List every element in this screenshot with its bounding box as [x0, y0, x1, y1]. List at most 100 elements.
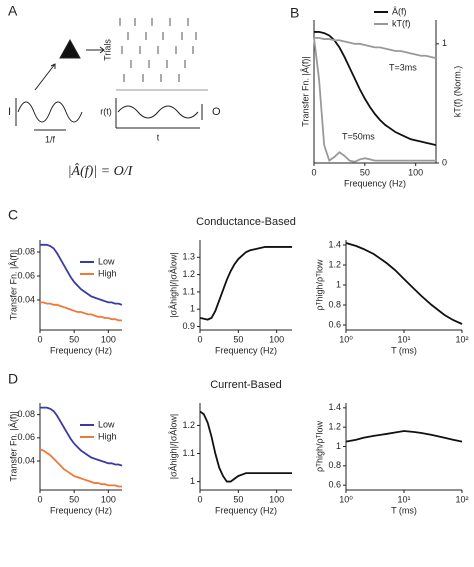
formula: |Â(f)| = O/I [68, 162, 134, 179]
output-wave [117, 105, 199, 119]
x-tick-label: 100 [269, 334, 284, 344]
x-tick-label: 100 [269, 494, 284, 504]
y-tick-label: 1.2 [182, 420, 195, 430]
x-axis-label: Frequency (Hz) [215, 505, 277, 515]
x-axis-label: T (ms) [391, 505, 417, 515]
chart-title: Conductance-Based [196, 216, 296, 228]
label: 1/f [45, 134, 56, 144]
series-line [345, 242, 463, 325]
x-tick-label: 0 [37, 334, 42, 344]
x-tick-label: 10¹ [397, 494, 410, 504]
x-axis-label: Frequency (Hz) [50, 345, 112, 355]
x-tick-label: 100 [101, 334, 116, 344]
y-tick-label: 0.8 [328, 460, 341, 470]
y-tick-label: 1.1 [182, 448, 195, 458]
panel-label: C [8, 207, 18, 223]
series-line [40, 243, 123, 306]
x-tick-label: 50 [69, 334, 79, 344]
panel-label: A [8, 3, 18, 19]
y-tick-label: 1 [336, 441, 341, 451]
y-tick-label: 1 [190, 476, 195, 486]
x-tick-label: 0 [197, 494, 202, 504]
chart-title: Current-Based [210, 379, 282, 391]
y-tick-label: 1.2 [328, 259, 341, 269]
y-axis-label: ρᵀhigh/ρᵀlow [314, 420, 324, 472]
y-axis-label: Transfer Fn. |Â(f)| [300, 56, 310, 126]
series-line [40, 406, 123, 467]
legend-label: Â(f) [392, 6, 407, 16]
x-tick-label: 10⁰ [339, 494, 353, 504]
panel-label: D [8, 371, 18, 387]
x-tick-label: 10⁰ [339, 334, 353, 344]
series-line [40, 301, 122, 322]
neuron [59, 38, 81, 59]
series-line [345, 430, 463, 443]
y-axis-label: Transfer Fn. |Â(f)| [8, 250, 18, 320]
annotation: T=3ms [389, 62, 417, 72]
y-tick-label: 1.3 [182, 252, 195, 262]
series-line [314, 31, 437, 147]
annotation: T=50ms [342, 131, 375, 141]
y-axis-label: Transfer Fn. |Â(f)| [8, 411, 18, 481]
x-tick-label: 0 [197, 334, 202, 344]
y-tick-label: 0.8 [328, 299, 341, 309]
x-tick-label: 0 [311, 167, 316, 177]
series-line [199, 410, 292, 483]
y-tick-label: 1 [336, 279, 341, 289]
arrow-head [50, 63, 56, 69]
x-tick-label: 10² [455, 494, 468, 504]
legend-label: High [98, 268, 117, 278]
raster [119, 18, 197, 82]
legend-label: Low [98, 419, 115, 429]
series-line [199, 246, 292, 321]
x-tick-label: 50 [360, 167, 370, 177]
y-tick-label: 0.04 [17, 294, 35, 304]
x-axis-label: T (ms) [391, 345, 417, 355]
x-axis-label: Frequency (Hz) [344, 178, 406, 188]
x-axis-label: Frequency (Hz) [215, 345, 277, 355]
label: O [212, 106, 221, 118]
y-tick-label: 1 [190, 304, 195, 314]
input-wave [17, 101, 83, 123]
y-tick-label: 0.06 [17, 432, 35, 442]
legend-label: Low [98, 256, 115, 266]
label: r(t) [100, 106, 112, 116]
label: t [157, 132, 160, 142]
y-tick-label: 1.4 [328, 402, 341, 412]
y2-tick-label: 1 [442, 38, 447, 48]
y-tick-label: 0.08 [17, 246, 35, 256]
legend-label: High [98, 431, 117, 441]
y-tick-label: 1.2 [182, 269, 195, 279]
y2-axis-label: kT(f) (Norm.) [452, 66, 462, 118]
y-tick-label: 0.08 [17, 409, 35, 419]
x-tick-label: 100 [101, 494, 116, 504]
y-tick-label: 0.9 [182, 321, 195, 331]
y-tick-label: 0.04 [17, 455, 35, 465]
x-tick-label: 50 [69, 494, 79, 504]
y-axis-label: |σÂhigh|/|σÂlow| [168, 414, 178, 480]
y-tick-label: 1.4 [328, 239, 341, 249]
x-tick-label: 10¹ [397, 334, 410, 344]
series-line [39, 448, 122, 488]
x-tick-label: 50 [233, 334, 243, 344]
panel-label: B [290, 5, 299, 21]
y-axis-label: ρᵀhigh/ρᵀlow [314, 259, 324, 311]
y-tick-label: 0.6 [328, 319, 341, 329]
label: Trials [102, 39, 112, 61]
series-line [313, 37, 436, 163]
arrow-head [99, 46, 105, 54]
series-line [314, 36, 437, 60]
x-tick-label: 50 [233, 494, 243, 504]
y-tick-label: 1.2 [328, 422, 341, 432]
x-tick-label: 0 [37, 494, 42, 504]
y-tick-label: 0.06 [17, 270, 35, 280]
y-tick-label: 0.6 [328, 480, 341, 490]
y2-tick-label: 0 [442, 157, 447, 167]
label: I [8, 106, 11, 118]
schematic [15, 18, 208, 131]
y-axis-label: |σÂhigh|/|σÂlow| [168, 252, 178, 318]
x-axis-label: Frequency (Hz) [50, 505, 112, 515]
x-tick-label: 10² [455, 334, 468, 344]
